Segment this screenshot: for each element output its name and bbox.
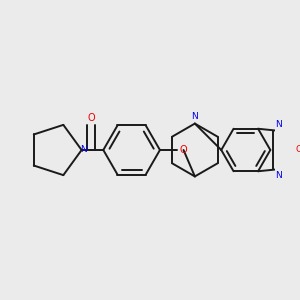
- Text: N: N: [275, 172, 282, 181]
- Text: O: O: [295, 146, 300, 154]
- Text: N: N: [275, 119, 282, 128]
- Text: N: N: [191, 112, 198, 121]
- Text: N: N: [80, 145, 87, 154]
- Text: O: O: [87, 113, 95, 123]
- Text: O: O: [180, 145, 187, 155]
